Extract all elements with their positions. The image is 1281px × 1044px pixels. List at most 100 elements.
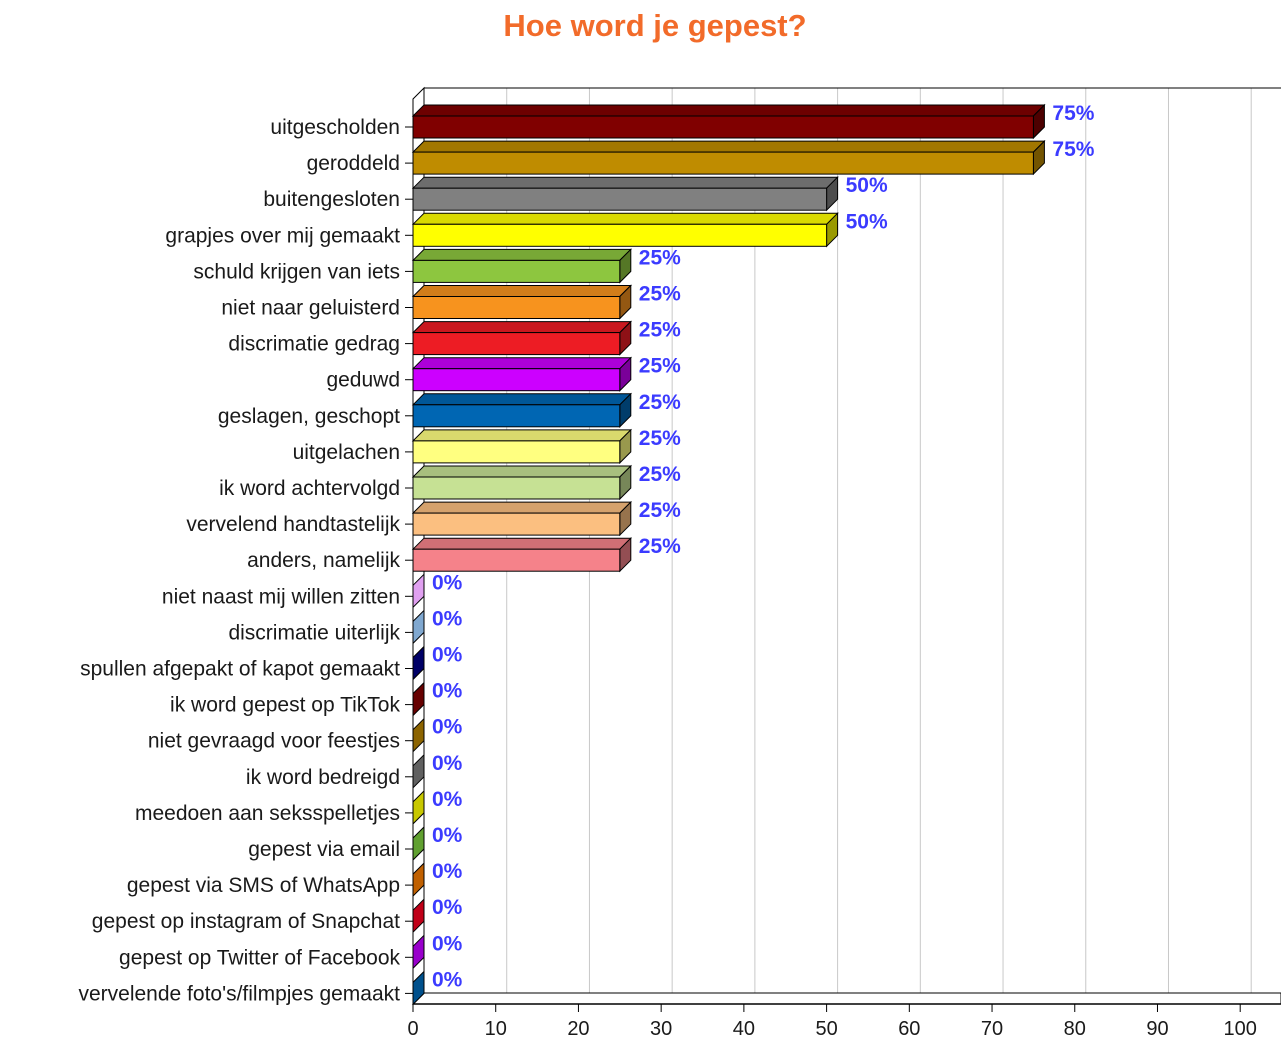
bar-top-face: [411, 248, 633, 261]
bar: [411, 139, 1046, 176]
bar: [411, 103, 1046, 140]
bar: [411, 392, 633, 429]
value-label: 0%: [432, 932, 463, 955]
category-label: ik word gepest op TikTok: [170, 694, 400, 717]
category-label: grapjes over mij gemaakt: [165, 224, 400, 247]
category-label: gepest via email: [248, 838, 400, 861]
category-label: discrimatie uiterlijk: [228, 621, 400, 644]
x-tick-label: 50: [815, 1018, 837, 1040]
value-label: 0%: [432, 644, 463, 667]
bar-top-face: [411, 212, 839, 225]
bar: [411, 175, 839, 212]
bar: [412, 825, 425, 862]
bar: [411, 536, 633, 573]
bar-front-face: [412, 259, 621, 283]
bar: [412, 789, 425, 826]
bar-zero-face: [412, 970, 425, 1006]
bar: [411, 356, 633, 392]
bar-top-face: [411, 537, 633, 550]
value-label: 50%: [846, 174, 888, 197]
value-label: 25%: [639, 535, 681, 558]
bar: [411, 500, 633, 537]
bar-front-face: [412, 548, 621, 572]
category-label: uitgescholden: [270, 116, 400, 139]
bar: [411, 464, 633, 501]
bar-top-face: [411, 104, 1046, 117]
value-label: 25%: [639, 463, 681, 486]
bar: [412, 645, 425, 681]
bar-zero-face: [412, 861, 425, 898]
category-label: discrimatie gedrag: [228, 333, 400, 356]
bar-top-face: [411, 140, 1046, 153]
category-label: geduwd: [326, 369, 400, 392]
category-label: ik word achtervolgd: [219, 477, 400, 500]
x-tick-label: 10: [485, 1018, 507, 1040]
x-tick-label: 100: [1224, 1018, 1257, 1040]
bar-top-face: [411, 357, 633, 370]
bar: [412, 897, 425, 934]
bar-top-face: [411, 321, 633, 334]
category-labels: uitgescholden geroddeld buitengesloten grap…: [78, 116, 413, 1005]
bar: [412, 753, 425, 790]
category-label: niet gevraagd voor feestjes: [148, 730, 400, 753]
x-tick-label: 40: [733, 1018, 755, 1040]
value-label: 0%: [432, 752, 463, 775]
bar-top-face: [411, 465, 633, 478]
value-label: 25%: [639, 391, 681, 414]
bar: [412, 934, 425, 970]
bar-front-face: [412, 476, 621, 500]
value-label: 50%: [846, 210, 888, 233]
bar: [412, 717, 425, 753]
bar-front-face: [412, 512, 621, 536]
bar-front-face: [412, 332, 621, 356]
value-label: 0%: [432, 860, 463, 883]
floor: [411, 992, 1281, 1005]
bar: [412, 681, 425, 717]
bar-front-face: [412, 223, 828, 247]
category-label: vervelende foto's/filmpjes gemaakt: [78, 982, 400, 1005]
value-label: 25%: [639, 355, 681, 378]
category-label: gepest op Twitter of Facebook: [119, 946, 400, 969]
bar-top-face: [411, 429, 633, 442]
bar-zero-face: [412, 897, 425, 934]
chart-title: Hoe word je gepest?: [503, 8, 807, 43]
bar: [411, 212, 839, 248]
bar-zero-face: [412, 825, 425, 862]
category-label: niet naar geluisterd: [221, 297, 400, 320]
value-label: 75%: [1052, 138, 1094, 161]
x-tick-label: 0: [407, 1018, 418, 1040]
bar-zero-face: [412, 789, 425, 826]
bar-top-face: [411, 393, 633, 406]
value-label: 25%: [639, 246, 681, 269]
value-label: 0%: [432, 571, 463, 594]
bar-front-face: [412, 440, 621, 464]
bar: [412, 970, 425, 1006]
bar-zero-face: [412, 753, 425, 790]
bar: [412, 573, 425, 609]
bar-top-face: [411, 285, 633, 297]
value-labels: 75% 75% 50% 50% 25% 25% 25% 25% 25% 25% 25% 25% 25% 0…: [432, 102, 1095, 991]
bar: [411, 284, 633, 320]
bar-front-face: [412, 151, 1034, 175]
bar: [411, 428, 633, 465]
bar-zero-face: [412, 934, 425, 970]
bar: [412, 609, 425, 645]
bars: [411, 103, 1046, 1006]
value-label: 0%: [432, 968, 463, 991]
value-label: 0%: [432, 716, 463, 739]
category-label: meedoen aan seksspelletjes: [135, 802, 400, 825]
bar: [412, 861, 425, 898]
category-label: niet naast mij willen zitten: [162, 585, 400, 608]
bar-front-face: [412, 296, 621, 319]
value-label: 25%: [639, 427, 681, 450]
value-label: 0%: [432, 607, 463, 630]
value-label: 0%: [432, 788, 463, 811]
category-label: geslagen, geschopt: [218, 405, 400, 428]
bar-top-face: [411, 501, 633, 514]
category-label: ik word bedreigd: [246, 766, 400, 789]
category-label: uitgelachen: [293, 441, 400, 464]
value-label: 25%: [639, 283, 681, 306]
value-label: 75%: [1052, 102, 1094, 125]
x-axis-ticks: 0 10 20 30 40 50 60 70 80 90 100: [407, 1004, 1257, 1040]
